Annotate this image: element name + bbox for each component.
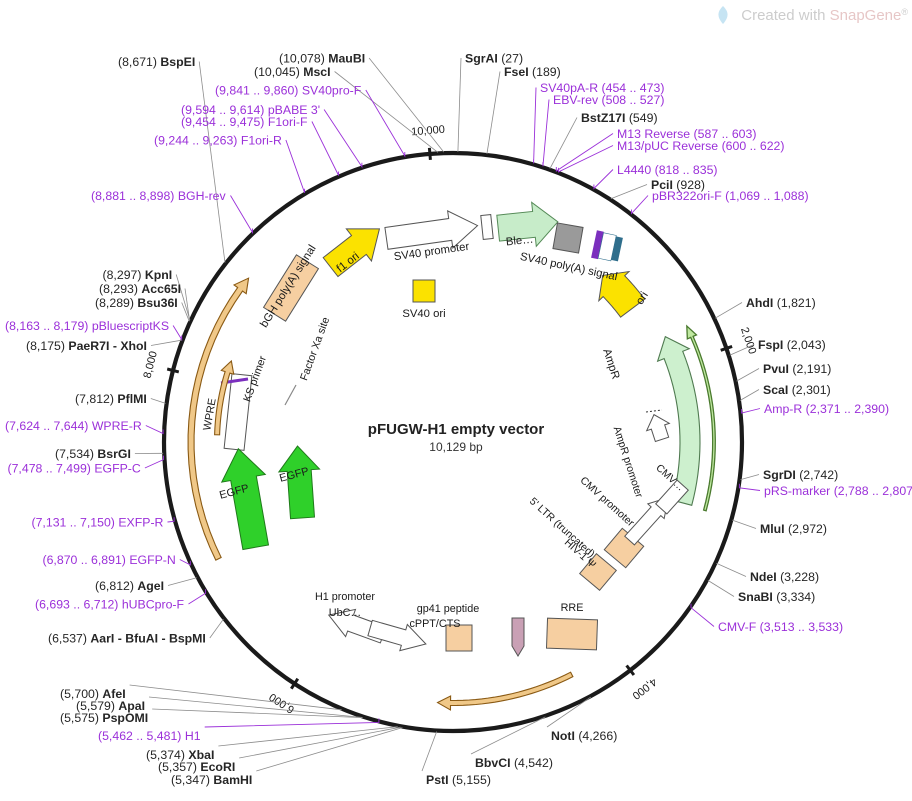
svg-text:L4440 (818 .. 835): L4440 (818 .. 835) bbox=[617, 163, 718, 177]
svg-text:RRE: RRE bbox=[561, 602, 584, 614]
svg-text:BstZ17I (549): BstZ17I (549) bbox=[581, 111, 658, 125]
svg-text:(5,575) PspOMI: (5,575) PspOMI bbox=[60, 711, 148, 725]
svg-text:(9,454 .. 9,475) F1ori-F: (9,454 .. 9,475) F1ori-F bbox=[181, 115, 308, 129]
svg-text:(7,812) PflMI: (7,812) PflMI bbox=[75, 392, 147, 406]
svg-text:(8,671) BspEI: (8,671) BspEI bbox=[118, 55, 195, 69]
svg-text:pFUGW-H1 empty vector: pFUGW-H1 empty vector bbox=[368, 421, 545, 438]
svg-text:(5,462 .. 5,481) H1: (5,462 .. 5,481) H1 bbox=[98, 729, 201, 743]
svg-text:SgrAI (27): SgrAI (27) bbox=[465, 52, 523, 66]
svg-text:(9,841 .. 9,860) SV40pro-F: (9,841 .. 9,860) SV40pro-F bbox=[215, 84, 362, 98]
svg-text:M13/pUC Reverse (600 .. 622): M13/pUC Reverse (600 .. 622) bbox=[617, 139, 784, 153]
svg-text:UbC…: UbC… bbox=[329, 607, 361, 619]
svg-text:cPPT/CTS: cPPT/CTS bbox=[410, 618, 461, 630]
svg-text:(8,163 .. 8,179) pBluescriptK: (8,163 .. 8,179) pBluescriptKS bbox=[5, 319, 169, 333]
svg-text:NotI (4,266): NotI (4,266) bbox=[551, 729, 617, 743]
svg-text:FspI (2,043): FspI (2,043) bbox=[758, 338, 826, 352]
svg-text:(6,812) AgeI: (6,812) AgeI bbox=[95, 579, 164, 593]
svg-text:EBV-rev (508 .. 527): EBV-rev (508 .. 527) bbox=[553, 93, 664, 107]
svg-text:H1 promoter: H1 promoter bbox=[315, 591, 375, 603]
svg-text:Created with SnapGene®: Created with SnapGene® bbox=[741, 7, 908, 24]
svg-text:(10,078) MauBI: (10,078) MauBI bbox=[279, 52, 365, 66]
svg-text:(6,870 .. 6,891) EGFP-N: (6,870 .. 6,891) EGFP-N bbox=[43, 553, 176, 567]
svg-text:(9,244 .. 9,263) F1ori-R: (9,244 .. 9,263) F1ori-R bbox=[154, 134, 282, 148]
svg-text:ScaI (2,301): ScaI (2,301) bbox=[763, 383, 831, 397]
svg-text:(8,175) PaeR7I - XhoI: (8,175) PaeR7I - XhoI bbox=[26, 339, 147, 353]
svg-text:SgrDI (2,742): SgrDI (2,742) bbox=[763, 468, 838, 482]
svg-text:SV40 ori: SV40 ori bbox=[402, 308, 445, 320]
svg-text:FseI (189): FseI (189) bbox=[504, 65, 561, 79]
svg-text:(8,881 .. 8,898) BGH-rev: (8,881 .. 8,898) BGH-rev bbox=[91, 189, 227, 203]
svg-text:(6,693 .. 6,712) hUBCpro-F: (6,693 .. 6,712) hUBCpro-F bbox=[35, 598, 184, 612]
svg-text:Amp-R (2,371 .. 2,390): Amp-R (2,371 .. 2,390) bbox=[764, 402, 889, 416]
svg-text:MluI (2,972): MluI (2,972) bbox=[760, 522, 827, 536]
svg-text:(7,131 .. 7,150) EXFP-R: (7,131 .. 7,150) EXFP-R bbox=[32, 516, 164, 530]
svg-text:10,129 bp: 10,129 bp bbox=[429, 440, 483, 454]
svg-text:(10,045) MscI: (10,045) MscI bbox=[254, 65, 331, 79]
svg-text:pRS-marker (2,788 .. 2,807): pRS-marker (2,788 .. 2,807) bbox=[764, 484, 912, 498]
svg-text:(7,624 .. 7,644) WPRE-R: (7,624 .. 7,644) WPRE-R bbox=[5, 419, 142, 433]
svg-text:(8,293) Acc65I: (8,293) Acc65I bbox=[99, 282, 181, 296]
svg-text:pBR322ori-F (1,069 .. 1,088): pBR322ori-F (1,069 .. 1,088) bbox=[652, 189, 809, 203]
svg-text:PvuI (2,191): PvuI (2,191) bbox=[763, 362, 831, 376]
svg-text:(8,289) Bsu36I: (8,289) Bsu36I bbox=[95, 296, 178, 310]
svg-text:(8,297) KpnI: (8,297) KpnI bbox=[103, 268, 173, 282]
svg-text:NdeI (3,228): NdeI (3,228) bbox=[750, 570, 819, 584]
svg-text:PstI (5,155): PstI (5,155) bbox=[426, 773, 491, 787]
svg-text:(6,537) AarI - BfuAI - Bs: (6,537) AarI - BfuAI - BspMI bbox=[48, 632, 206, 646]
svg-text:(5,357) EcoRI: (5,357) EcoRI bbox=[158, 760, 235, 774]
svg-text:(7,478 .. 7,499) EGFP-C: (7,478 .. 7,499) EGFP-C bbox=[8, 462, 141, 476]
svg-text:gp41 peptide: gp41 peptide bbox=[417, 603, 479, 615]
svg-text:BbvCI (4,542): BbvCI (4,542) bbox=[475, 756, 553, 770]
svg-text:SnaBI (3,334): SnaBI (3,334) bbox=[738, 590, 815, 604]
svg-text:(5,347) BamHI: (5,347) BamHI bbox=[171, 773, 252, 787]
svg-text:(7,534) BsrGI: (7,534) BsrGI bbox=[55, 447, 131, 461]
svg-text:CMV-F (3,513 .. 3,533): CMV-F (3,513 .. 3,533) bbox=[718, 620, 843, 634]
svg-text:AhdI (1,821): AhdI (1,821) bbox=[746, 296, 816, 310]
